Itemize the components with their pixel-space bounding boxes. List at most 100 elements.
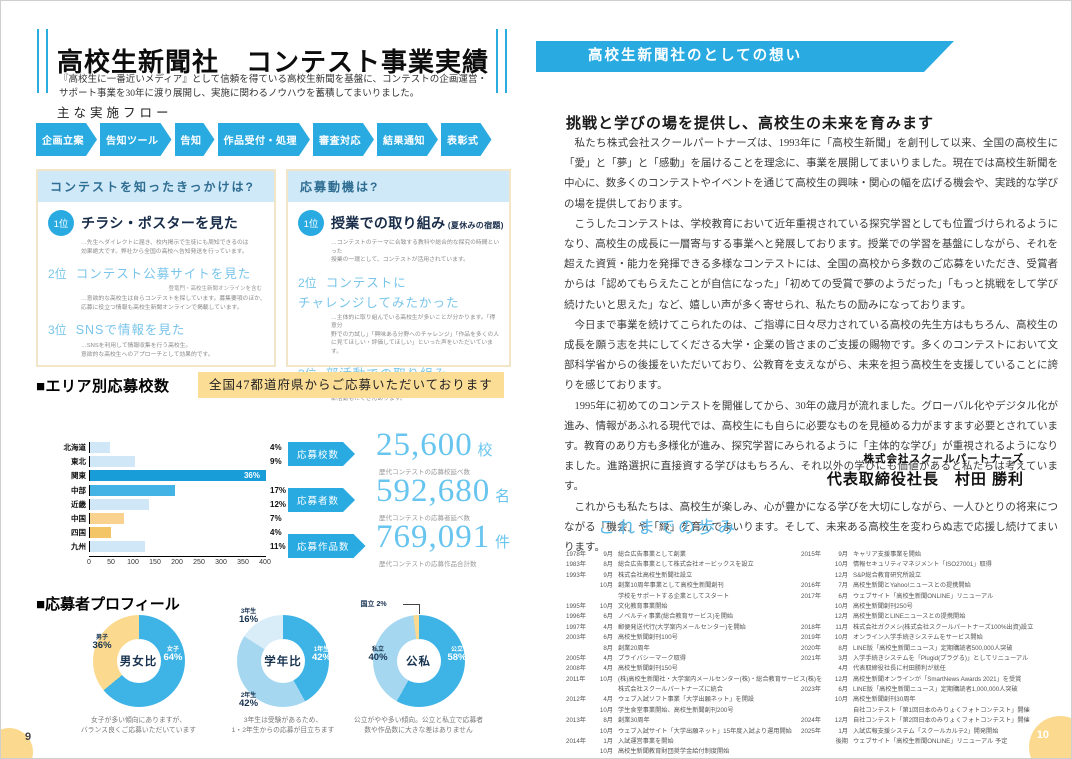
rank-label: 3位 xyxy=(48,323,67,337)
donut-ring: 学年比 1年生 42% 2年生 42% 3年生 16% xyxy=(237,609,331,709)
timeline-month: 8月 xyxy=(603,644,613,652)
bar xyxy=(90,541,146,553)
donut-caption: 3年生は受験があるため、 1・2年生からの応募が目立ちます xyxy=(231,717,335,734)
donut-segment-value: 36% xyxy=(92,640,112,652)
timeline-year xyxy=(566,685,593,695)
timeline-row: 10月 高校生新聞創刊30周年 xyxy=(801,695,1059,705)
stat-item: 応募作品数 769,091 件歴代コンテストの応募作品合計数 xyxy=(288,519,513,569)
timeline-month: 11月 xyxy=(835,623,848,631)
stats-block: 応募校数 25,600 校歴代コンテストの応募校延べ数 応募者数 592,680 名歴… xyxy=(288,427,513,569)
bar-axis: 0 50 100 150 200 250 300 350 400 xyxy=(87,555,271,571)
page-title: 高校生新聞社 コンテスト事業実績 xyxy=(57,48,490,78)
rank-line: 3位 SNSで情報を見た xyxy=(48,319,266,339)
rank-title: コンテストに チャレンジしてみたかった xyxy=(298,276,501,311)
bar xyxy=(90,456,136,468)
timeline-text: 高校生新聞創刊30周年 xyxy=(853,696,916,704)
stat-unit: 校 xyxy=(472,443,494,459)
timeline-text: 創業30周年 xyxy=(618,717,650,725)
stat-item: 応募校数 25,600 校歴代コンテストの応募校延べ数 xyxy=(288,427,513,477)
stat-unit: 件 xyxy=(490,535,512,551)
stat-label-arrow: 応募作品数 xyxy=(288,534,366,558)
timeline-row: 2025年 1月 入試広報支援システム「スクールカルテ2」開発開始 xyxy=(801,727,1059,737)
signature-block: 株式会社スクールパートナーズ 代表取締役社長 村田 勝利 xyxy=(827,451,1024,489)
timeline-text: 創業20周年 xyxy=(618,644,650,652)
timeline-row: 2020年 8月 LINE版「高校生新聞ニュース」定期購読者500,000人突破 xyxy=(801,644,1059,654)
donut-segment-name: 私立 xyxy=(372,647,385,653)
bar-category-label: 四国 xyxy=(71,528,86,538)
timeline-month: 10月 xyxy=(599,748,613,756)
timeline-month: 4月 xyxy=(838,665,848,673)
area-section-heading: ■エリア別応募校数 xyxy=(36,378,170,395)
timeline-text: 学生食堂事業開始、高校生新聞創刊200号 xyxy=(618,706,734,714)
donut-segment-label: 女子 64% xyxy=(163,647,182,663)
donut-segment-label: 2年生 42% xyxy=(239,693,258,709)
timeline-year: 2015年 xyxy=(801,551,821,558)
timeline-month: 12月 xyxy=(834,675,848,683)
title-block: 高校生新聞社 コンテスト事業実績 『高校生に一番近いメディア』として信頼を得てい… xyxy=(37,27,507,99)
axis-tick-label: 200 xyxy=(171,558,183,566)
timeline-text: 株式会社高校生新聞社設立 xyxy=(618,571,693,579)
timeline-year: 2005年 xyxy=(566,654,586,662)
rank-line: 1位 チラシ・ポスターを見た xyxy=(48,210,266,236)
body-paragraph: 私たち株式会社スクールパートナーズは、1993年に「高校生新聞」を創刊して以来、… xyxy=(564,138,1058,210)
timeline-month: 9月 xyxy=(603,571,613,579)
bar-category-label: 東北 xyxy=(71,457,86,467)
timeline-year xyxy=(566,706,593,716)
timeline-row: 2003年 6月 高校生新聞創刊100号 xyxy=(566,633,798,643)
rank-title-suffix: (夏休みの宿題) xyxy=(445,221,504,230)
survey-box-title: 応募動機は? xyxy=(288,171,509,202)
stat-value: 25,600 校 xyxy=(376,427,494,463)
body-paragraph: 1995年に初めてのコンテストを開催してから、30年の歳月が流れました。グローバ… xyxy=(564,400,1058,493)
bar-value-label: 17% xyxy=(270,485,287,495)
bar-row: 九州 11% xyxy=(36,541,296,553)
rank-note: …意欲的な高校生は自らコンテストを探しています。募集要項のほか、 応募に役立つ情… xyxy=(81,296,266,311)
profile-section-heading: ■応募者プロフィール xyxy=(36,596,180,613)
timeline-row: 学校をサポートする企業としてスタート xyxy=(566,592,798,602)
timeline-row: 2024年 12月 自社コンテスト「第2回日本のみりょくフォトコンテスト」開催 xyxy=(801,716,1059,726)
timeline-text: 自社コンテスト「第2回日本のみりょくフォトコンテスト」開催 xyxy=(853,717,1030,725)
bar-category-label: 近畿 xyxy=(71,499,86,509)
bar-track: 36% xyxy=(89,470,266,482)
timeline-row: 2023年 6月 LINE版「高校生新聞ニュース」定期購読者1,000,000人突破 xyxy=(801,685,1059,695)
timeline-row: 1996年 6月 ノベルティ事業(総合教育サービス)を開始 xyxy=(566,612,798,622)
timeline-text: 高校生新聞創刊150号 xyxy=(618,665,678,673)
bar xyxy=(90,442,110,453)
timeline-year xyxy=(566,592,593,602)
axis-tick-label: 300 xyxy=(215,558,227,566)
timeline-text: オンライン入学手続きシステムをサービス開始 xyxy=(853,634,983,642)
stat-caption: 歴代コンテストの応募者延べ数 xyxy=(379,515,470,522)
history-timeline-right: 2015年 9月 キャリア支援事業を開始 10月 情報セキュリティマネジメント「ISO2… xyxy=(801,550,1059,747)
timeline-year: 2021年 xyxy=(801,654,821,662)
timeline-month: 後期 xyxy=(835,738,848,746)
timeline-row: 2014年 1月 入試運営事業を開始 xyxy=(566,737,798,747)
stat-item: 応募者数 592,680 名歴代コンテストの応募者延べ数 xyxy=(288,473,513,523)
bar-category-label: 九州 xyxy=(71,542,86,552)
survey-boxes: コンテストを知ったきっかけは? 1位 チラシ・ポスターを見た …先生へダイレクトに届き… xyxy=(36,169,511,402)
timeline-month: 10月 xyxy=(599,582,613,590)
timeline-month xyxy=(828,706,853,716)
rank-line: 2位 コンテスト公募サイトを見た xyxy=(48,263,266,283)
timeline-year: 2012年 xyxy=(566,696,586,704)
timeline-month: 10月 xyxy=(599,602,613,610)
timeline-year xyxy=(801,664,828,674)
stat-unit: 名 xyxy=(490,489,512,505)
timeline-text: ウェブ入試ソフト事業「大学出願ネット」を開設 xyxy=(618,696,755,704)
timeline-row: 後期 ウェブサイト「高校生新聞ONLINE」リニューアル 予定 xyxy=(801,737,1059,747)
bar xyxy=(90,498,149,510)
rank-item: 3位 SNSで情報を見た …SNSを利用して情報収集を行う高校生。 意欲的な高校生へ… xyxy=(48,319,266,359)
donut-chart: 男女比 女子 64% 男子 36% 女子が多い傾向にありますが、 バランス良くご応募いただ… xyxy=(61,615,216,736)
donut-segment-label: 公立 58% xyxy=(447,647,466,663)
donut-chart: 公私 公立 58% 私立 40% 国立 2% 公立がやや多い傾向。公立と私立で応募者 数や作… xyxy=(346,601,491,736)
timeline-month: 12月 xyxy=(834,717,848,725)
bar-value-label: 9% xyxy=(270,457,282,467)
timeline-row: 自社コンテスト「第1回日本のみりょくフォトコンテスト」開催 xyxy=(801,706,1059,716)
rank-title: 授業での取り組み (夏休みの宿題) xyxy=(331,215,504,231)
timeline-year: 2013年 xyxy=(566,717,586,725)
timeline-year: 2011年 xyxy=(566,675,586,683)
timeline-year: 1997年 xyxy=(566,623,586,631)
survey-box: コンテストを知ったきっかけは? 1位 チラシ・ポスターを見た …先生へダイレクトに届き… xyxy=(36,169,276,367)
timeline-row: 1993年 9月 株式会社高校生新聞社設立 xyxy=(566,571,798,581)
timeline-month: 1月 xyxy=(838,727,848,735)
history-timeline-left: 1978年 9月 総合広告事業として創業 1983年 8月 総合広告事業として株式会社オー… xyxy=(566,550,822,758)
timeline-month: 12月 xyxy=(834,571,848,579)
